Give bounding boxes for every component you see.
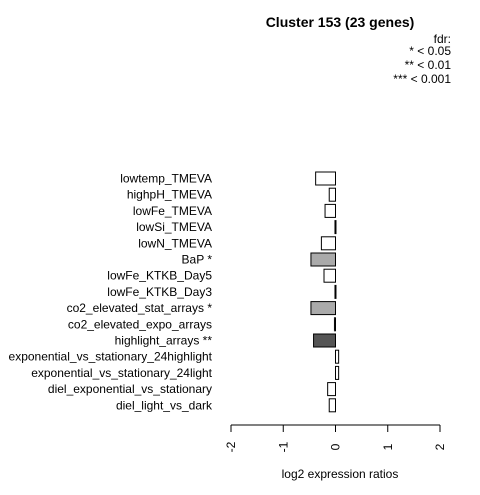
bar [310, 252, 337, 267]
category-label: lowFe_TMEVA [133, 204, 212, 218]
category-labels: lowtemp_TMEVA highpH_TMEVA lowFe_TMEVA lowS… [9, 172, 213, 413]
bar [315, 171, 336, 186]
chart-title: Cluster 153 (23 genes) [266, 14, 415, 30]
bar [333, 317, 336, 332]
category-label: diel_exponential_vs_stationary [48, 382, 212, 396]
category-label: co2_elevated_expo_arrays [68, 317, 212, 331]
bar [310, 301, 337, 316]
bars [310, 171, 340, 413]
bar [320, 236, 336, 251]
x-tick-label: 1 [381, 443, 395, 450]
bar [327, 382, 337, 397]
bar [324, 203, 336, 218]
legend-entry-fdr-01: ** < 0.01 [405, 58, 452, 72]
bar [328, 398, 337, 413]
category-label: lowFe_KTKB_Day5 [107, 269, 212, 283]
category-label: lowSi_TMEVA [136, 220, 212, 234]
category-label: diel_light_vs_dark [116, 398, 213, 412]
x-tick-label: 2 [433, 443, 447, 450]
x-ticks: -2 -1 0 1 2 [224, 425, 447, 452]
category-label: exponential_vs_stationary_24light [31, 366, 212, 380]
bar [313, 333, 336, 348]
category-label: lowFe_KTKB_Day3 [107, 285, 212, 299]
x-axis-label: log2 expression ratios [282, 467, 399, 481]
category-label: lowtemp_TMEVA [120, 172, 212, 186]
category-label: lowN_TMEVA [138, 236, 212, 250]
category-label: exponential_vs_stationary_24highlight [9, 350, 213, 364]
x-tick-label: -1 [276, 441, 290, 452]
category-label: highpH_TMEVA [127, 188, 212, 202]
x-tick-label: 0 [329, 443, 343, 450]
bar [323, 268, 337, 283]
bar [335, 349, 340, 364]
legend-title: fdr: [434, 32, 451, 46]
legend-entry-fdr-001: *** < 0.001 [393, 72, 451, 86]
bar [335, 365, 340, 380]
category-label: highlight_arrays ** [115, 334, 213, 348]
x-tick-label: -2 [224, 441, 238, 452]
bar [328, 187, 337, 202]
category-label: co2_elevated_stat_arrays * [67, 301, 213, 315]
category-label: BaP * [182, 253, 213, 267]
bar [334, 220, 337, 235]
legend-entry-fdr-05: * < 0.05 [409, 44, 451, 58]
bar [334, 284, 337, 299]
